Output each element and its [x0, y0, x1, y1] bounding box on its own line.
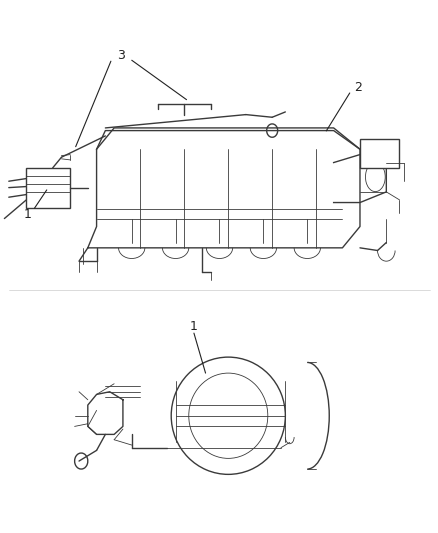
Text: 1: 1 [23, 208, 31, 221]
Text: 2: 2 [353, 82, 361, 94]
FancyBboxPatch shape [359, 139, 399, 168]
Text: 3: 3 [117, 50, 124, 62]
FancyBboxPatch shape [26, 168, 70, 208]
Text: 1: 1 [189, 320, 197, 333]
